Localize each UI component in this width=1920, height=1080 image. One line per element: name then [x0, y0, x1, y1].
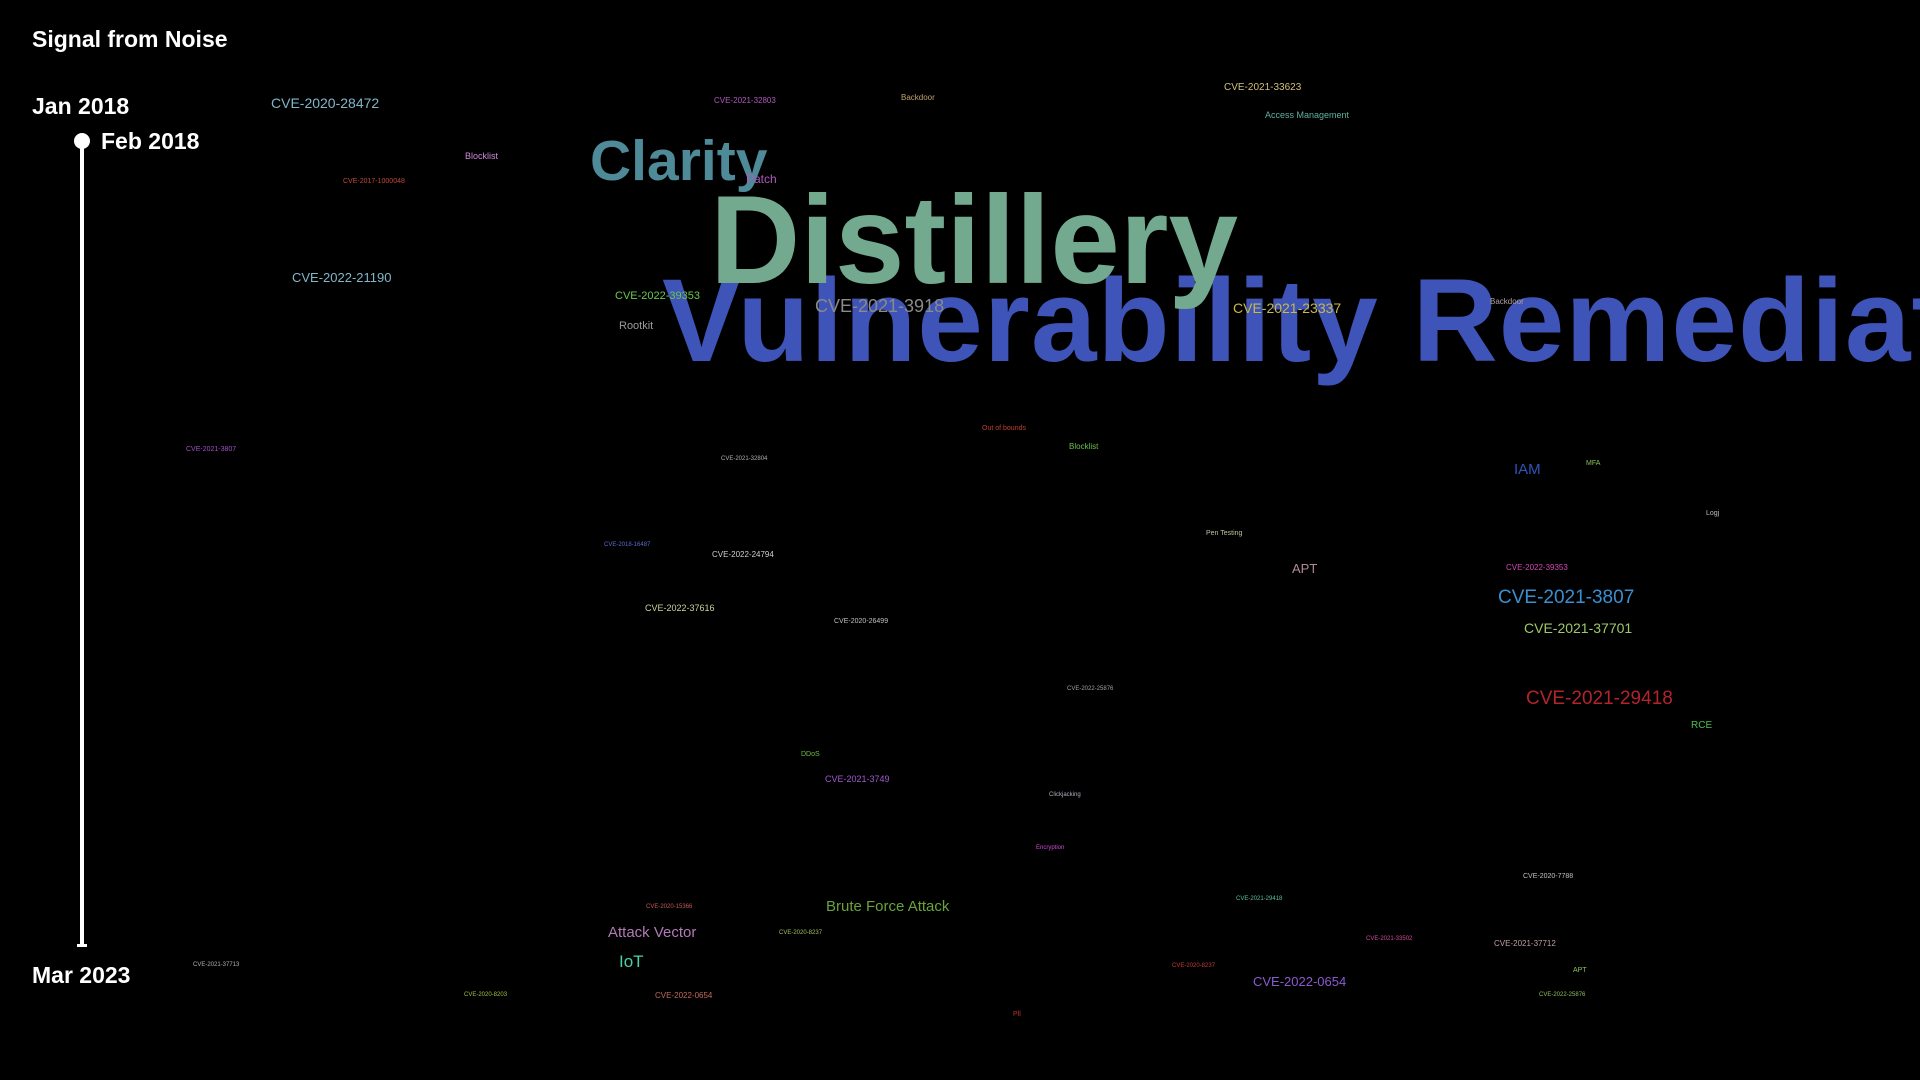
- word-term: Backdoor: [901, 93, 935, 102]
- word-term: Distillery: [710, 171, 1239, 310]
- timeline-end-tick: [77, 944, 87, 947]
- word-term: CVE-2021-33502: [1366, 936, 1413, 942]
- word-term: Blocklist: [465, 151, 499, 161]
- word-term: CVE-2021-29418: [1236, 896, 1283, 902]
- word-term: CVE-2018-16487: [604, 542, 651, 548]
- word-term: CVE-2020-8237: [1172, 963, 1216, 969]
- word-term: Attack Vector: [608, 924, 697, 941]
- word-term: Pen Testing: [1206, 530, 1243, 537]
- word-term: Out of bounds: [982, 425, 1026, 432]
- word-term: Clarity: [590, 129, 768, 193]
- word-term: Access Management: [1265, 110, 1350, 120]
- timeline-end-label: Mar 2023: [32, 962, 131, 988]
- word-term: CVE-2020-28472: [271, 95, 380, 111]
- word-term: CVE-2022-0654: [655, 991, 713, 1000]
- word-term: CVE-2020-15366: [646, 904, 693, 910]
- word-term: APT: [1292, 561, 1318, 576]
- word-term: Patch: [746, 172, 777, 186]
- word-term: CVE-2021-29418: [1526, 688, 1673, 709]
- word-term: CVE-2022-39353: [1506, 563, 1568, 572]
- word-term: Brute Force Attack: [826, 898, 950, 915]
- word-term: CVE-2021-3807: [1498, 587, 1635, 608]
- word-term: IoT: [619, 952, 644, 971]
- timeline-start-label: Jan 2018: [32, 93, 130, 119]
- word-term: CVE-2020-8237: [779, 930, 823, 936]
- word-term: CVE-2021-33623: [1224, 82, 1302, 93]
- word-term: CVE-2021-3749: [825, 774, 890, 784]
- word-term: APT: [1573, 967, 1587, 974]
- word-term: Vulnerability Remediation: [662, 255, 1920, 387]
- word-term: CVE-2017-1000048: [343, 178, 405, 185]
- word-term: CVE-2022-37616: [645, 603, 715, 613]
- word-term: Logj: [1706, 510, 1720, 517]
- word-term: RCE: [1691, 720, 1713, 731]
- word-term: CVE-2022-25876: [1539, 992, 1586, 998]
- word-term: CVE-2021-37713: [193, 962, 240, 968]
- word-term: CVE-2021-3918: [815, 296, 945, 316]
- word-term: Pll: [1013, 1011, 1021, 1018]
- page-title: Signal from Noise: [32, 26, 228, 52]
- timeline-track[interactable]: [80, 141, 84, 946]
- word-term: Encryption: [1036, 845, 1065, 851]
- word-term: CVE-2021-23337: [1233, 300, 1342, 316]
- word-term: CVE-2022-24794: [712, 550, 774, 559]
- word-term: CVE-2021-37701: [1524, 620, 1633, 636]
- word-term: CVE-2022-0654: [1253, 974, 1347, 989]
- word-term: CVE-2021-3807: [186, 446, 237, 453]
- word-term: MFA: [1586, 460, 1601, 467]
- word-term: CVE-2022-25876: [1067, 686, 1114, 692]
- word-term: Rootkit: [619, 320, 654, 332]
- word-term: Clickjacking: [1049, 792, 1081, 798]
- word-term: CVE-2021-37712: [1494, 939, 1556, 948]
- word-term: CVE-2020-26499: [834, 618, 889, 625]
- word-term: CVE-2020-8203: [464, 992, 508, 998]
- word-term: CVE-2021-32804: [721, 456, 768, 462]
- word-term: CVE-2022-21190: [292, 270, 392, 285]
- word-term: Backdoor: [1490, 297, 1524, 306]
- word-term: CVE-2020-7788: [1523, 873, 1574, 880]
- word-term: Blocklist: [1069, 442, 1099, 451]
- word-term: CVE-2022-39353: [615, 290, 701, 302]
- timeline-current-label: Feb 2018: [101, 128, 200, 154]
- word-term: DDoS: [801, 751, 820, 758]
- word-term: IAM: [1514, 461, 1541, 478]
- word-term: CVE-2021-32803: [714, 96, 776, 105]
